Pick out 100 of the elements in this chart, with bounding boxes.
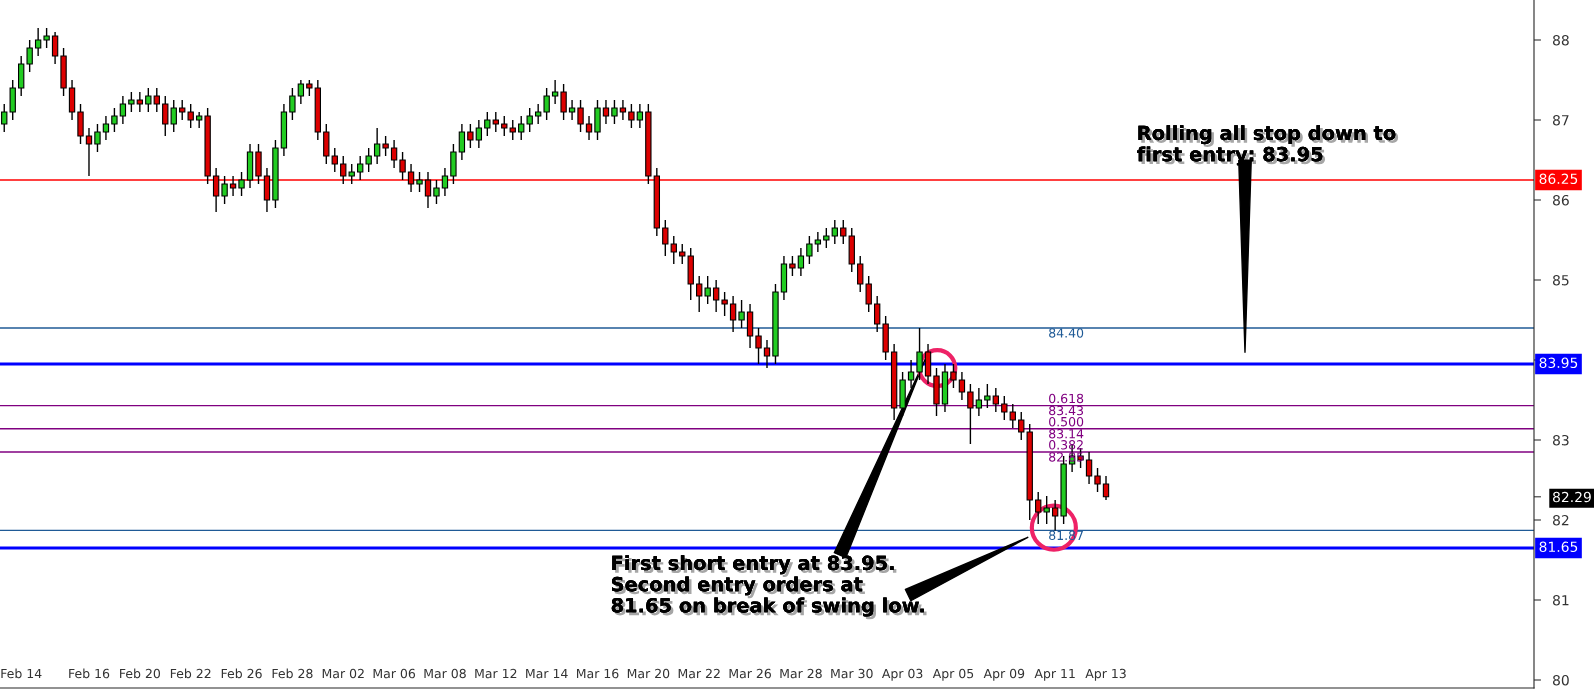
candlestick — [263, 167, 271, 213]
annotation: 83.43 — [1049, 405, 1084, 416]
x-tick-label: Mar 28 — [780, 668, 822, 679]
candlestick — [195, 111, 203, 129]
ref-line-label: 86.25 — [1539, 173, 1578, 185]
annotation: 0.618 — [1049, 393, 1084, 404]
candlestick — [119, 95, 127, 125]
candlestick — [712, 279, 720, 313]
candlestick — [43, 27, 50, 49]
x-tick-label: Apr 05 — [932, 668, 974, 681]
candlestick — [611, 99, 618, 125]
y-tick-label: 81 — [1553, 594, 1569, 606]
x-tick-label: Feb 22 — [170, 668, 211, 679]
candlestick — [738, 299, 745, 329]
candlestick — [992, 387, 1000, 413]
y-tick-label: 83 — [1553, 434, 1569, 446]
y-tick-label: 85 — [1553, 274, 1569, 286]
candlestick — [34, 27, 42, 57]
candlestick — [1009, 403, 1016, 429]
x-tick-label: Apr 11 — [1034, 668, 1075, 681]
x-tick-label: Mar 30 — [831, 668, 873, 679]
candlestick — [399, 151, 406, 181]
x-tick-label: Mar 22 — [678, 668, 720, 679]
annotation: 83.14 — [1049, 429, 1084, 439]
annotation: 0.500 — [1049, 416, 1084, 427]
candlestick — [534, 103, 542, 125]
candlestick — [721, 291, 728, 317]
candlestick — [704, 275, 711, 305]
candlestick — [823, 227, 830, 249]
candlestick — [136, 91, 144, 113]
candlestick — [407, 163, 415, 193]
candlestick — [619, 99, 627, 121]
candlestick — [424, 171, 432, 209]
candlestick — [382, 135, 389, 157]
x-tick-label: Mar 12 — [475, 668, 517, 679]
x-tick-label: Feb 20 — [120, 668, 161, 679]
candlestick — [1094, 467, 1101, 493]
candlestick — [416, 171, 423, 193]
candlestick — [1051, 499, 1059, 532]
candlestick — [255, 143, 262, 185]
x-tick-label: Feb 16 — [69, 668, 110, 679]
x-tick-label: Apr 03 — [881, 668, 923, 681]
candlestick — [18, 55, 25, 97]
candlestick — [636, 103, 644, 129]
candlestick — [984, 383, 991, 409]
candlestick — [746, 303, 754, 349]
candlestick — [568, 99, 576, 121]
candlestick — [543, 87, 550, 121]
x-tick-label: Mar 06 — [373, 668, 416, 679]
candlestick — [441, 167, 449, 197]
annotation: First short entry at 83.95. Second entry orders at 81.65 on break of swing low. — [611, 555, 927, 620]
candlestick — [68, 79, 76, 121]
candlestick — [229, 175, 237, 197]
candlestick — [594, 99, 601, 141]
candlestick — [102, 115, 110, 141]
candlestick — [85, 127, 93, 177]
y-tick-label: 87 — [1553, 114, 1569, 126]
candlestick — [873, 295, 881, 333]
candlestick — [551, 79, 559, 105]
candlestick — [806, 235, 813, 265]
x-tick-label: Mar 20 — [627, 668, 670, 679]
candlestick — [797, 247, 805, 277]
candlestick — [373, 127, 381, 165]
candlestick — [458, 123, 466, 161]
candlestick — [1102, 475, 1110, 501]
candlestick — [755, 327, 762, 365]
ref-line-label: 81.65 — [1539, 541, 1578, 553]
candlestick — [1035, 491, 1042, 525]
candlestick — [297, 79, 305, 105]
candlestick — [518, 115, 525, 141]
y-tick-label: 88 — [1553, 34, 1569, 46]
candlestick — [1085, 451, 1093, 485]
candlestick — [94, 123, 101, 153]
candlestick — [763, 339, 771, 369]
candlestick — [390, 139, 398, 169]
x-tick-label: Apr 09 — [983, 668, 1025, 681]
candlestick — [492, 111, 499, 133]
candlestick — [153, 87, 160, 113]
candlestick — [179, 99, 186, 121]
y-tick-label: 82 — [1553, 514, 1569, 526]
candlestick — [975, 387, 983, 417]
x-tick-label: Mar 14 — [526, 668, 568, 679]
candlestick — [628, 103, 635, 129]
candlestick — [145, 87, 152, 113]
candlestick — [950, 363, 957, 389]
candlestick — [467, 123, 474, 149]
candlestick — [602, 99, 610, 125]
candlestick — [1001, 395, 1008, 421]
candlestick — [585, 115, 593, 141]
candlestick — [450, 143, 457, 185]
candlestick — [289, 87, 296, 121]
annotation: 0.382 — [1049, 440, 1083, 450]
x-tick-label: Mar 02 — [322, 668, 364, 679]
candlestick — [484, 111, 491, 137]
candlestick — [26, 39, 33, 73]
candlestick — [789, 255, 796, 277]
candlestick — [221, 175, 228, 205]
candlestick — [111, 107, 118, 133]
y-tick-label: 82.29 — [1553, 491, 1591, 503]
candlestick — [1043, 495, 1050, 525]
